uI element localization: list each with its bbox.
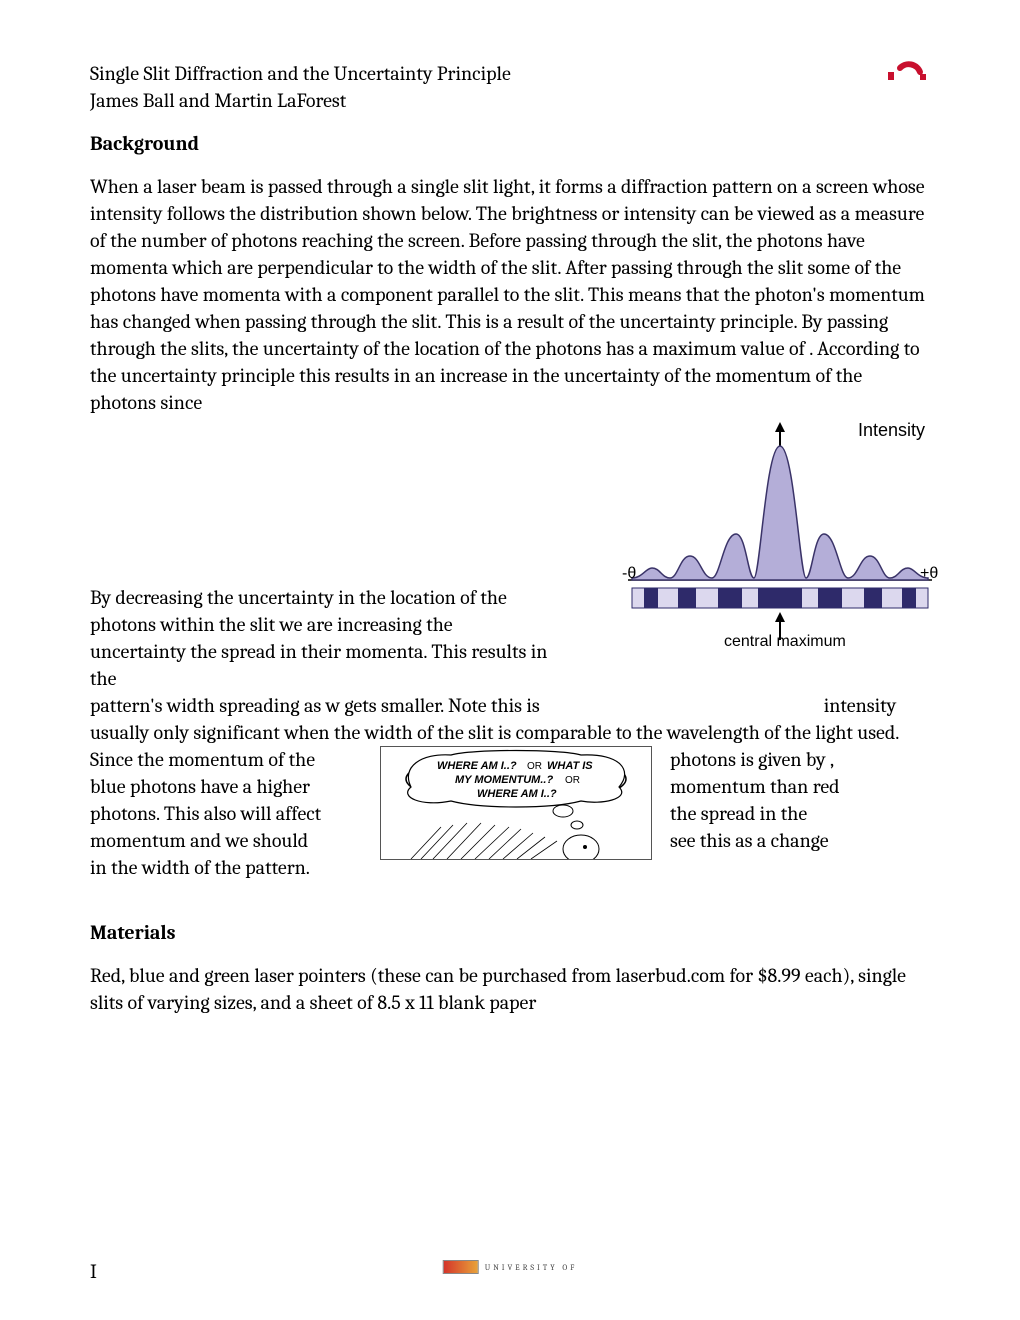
p3-left-3: momentum and we should bbox=[90, 827, 362, 854]
bg-p2-d: usually only significant when the width … bbox=[90, 719, 930, 746]
background-heading: Background bbox=[90, 132, 930, 155]
materials-paragraph: Red, blue and green laser pointers (thes… bbox=[90, 962, 930, 1016]
footer-left-mark: I bbox=[90, 1260, 97, 1283]
page-footer: I UNIVERSITY OF bbox=[90, 1260, 930, 1290]
diffraction-intensity-chart: Intensity -θ +θ central maximum bbox=[620, 418, 940, 648]
background-paragraph-3: Since the momentum of the blue photons h… bbox=[90, 746, 930, 881]
chart-x-right-label: +θ bbox=[920, 565, 938, 582]
chart-caption: central maximum bbox=[724, 633, 846, 648]
page-title-line2: James Ball and Martin LaForest bbox=[90, 87, 930, 114]
p3-left-1: blue photons have a higher bbox=[90, 773, 362, 800]
p3-right-3: see this as a change bbox=[670, 827, 890, 854]
page-title-line1: Single Slit Diffraction and the Uncertai… bbox=[90, 60, 930, 87]
institution-logo bbox=[870, 58, 930, 80]
p3-right-0: photons is given by , bbox=[670, 746, 890, 773]
footer-university-text: UNIVERSITY OF bbox=[485, 1263, 578, 1272]
materials-heading: Materials bbox=[90, 921, 930, 944]
p3-left-4: in the width of the pattern. bbox=[90, 854, 362, 881]
bg-p2-intensity-word: intensity bbox=[790, 692, 930, 719]
p3-right-2: the spread in the bbox=[670, 800, 890, 827]
p3-left-0: Since the momentum of the bbox=[90, 746, 362, 773]
svg-text:OR: OR bbox=[565, 775, 580, 786]
bg-p2-a: By decreasing the uncertainty in the loc… bbox=[90, 586, 547, 690]
background-paragraph-1: When a laser beam is passed through a si… bbox=[90, 173, 930, 416]
footer-badge-icon bbox=[443, 1260, 479, 1274]
svg-text:OR: OR bbox=[527, 761, 542, 772]
svg-text:WHAT IS: WHAT IS bbox=[547, 760, 593, 772]
svg-text:WHERE AM I..?: WHERE AM I..? bbox=[477, 788, 557, 800]
footer-center: UNIVERSITY OF bbox=[443, 1260, 578, 1274]
p3-right-1: momentum than red bbox=[670, 773, 890, 800]
uncertainty-cartoon: WHERE AM I..? OR WHAT IS MY MOMENTUM..? … bbox=[380, 746, 652, 860]
p3-left-2: photons. This also will affect bbox=[90, 800, 362, 827]
bg-p2-c: pattern's width spreading as w gets smal… bbox=[90, 692, 650, 719]
chart-x-left-label: -θ bbox=[622, 565, 636, 582]
svg-text:WHERE AM I..?: WHERE AM I..? bbox=[437, 760, 517, 772]
chart-y-label: Intensity bbox=[858, 420, 925, 440]
svg-text:MY MOMENTUM..?: MY MOMENTUM..? bbox=[455, 774, 553, 786]
